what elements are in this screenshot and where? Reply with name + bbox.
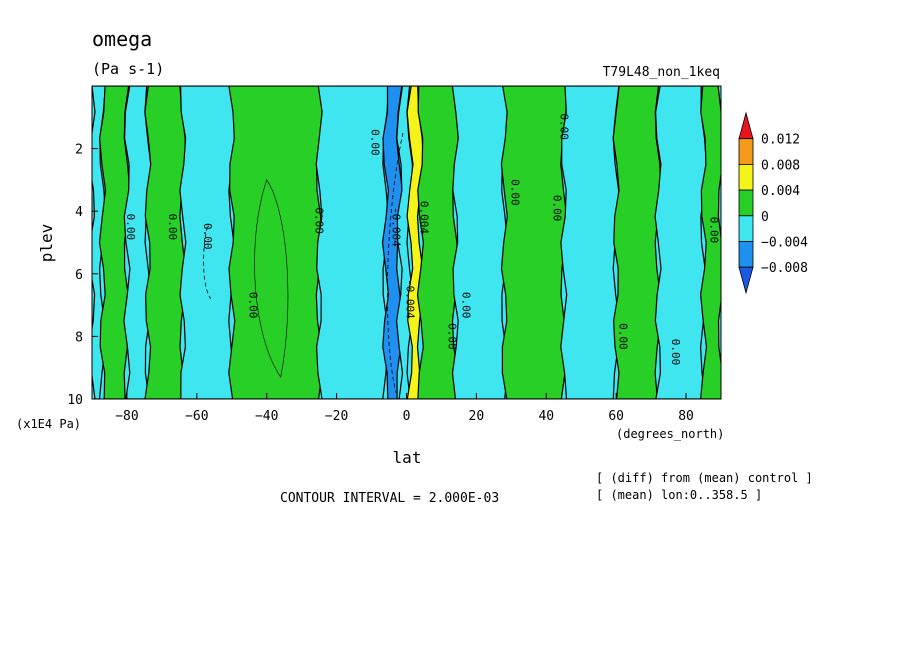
contour-band xyxy=(228,86,323,399)
contour-label: 0.00 xyxy=(617,323,630,350)
contour-label: 0.00 xyxy=(459,292,472,319)
contour-label: -0.004 xyxy=(404,279,417,319)
contour-band xyxy=(699,86,721,399)
contour-label: 0.00 xyxy=(369,129,382,156)
y-units-label: (x1E4 Pa) xyxy=(16,417,81,431)
contour-label: 0.00 xyxy=(708,217,721,244)
x-tick-label: 0 xyxy=(403,409,411,424)
x-units-label: (degrees_north) xyxy=(616,427,724,441)
run-label: T79L48_non_1keq xyxy=(603,65,720,80)
x-tick-label: 80 xyxy=(678,409,694,424)
colorbar-label: 0 xyxy=(761,210,769,225)
colorbar-label: 0.012 xyxy=(761,133,800,148)
contour-band xyxy=(612,86,662,399)
x-tick-label: 60 xyxy=(608,409,624,424)
y-axis-label: plev xyxy=(37,224,56,263)
contour-band xyxy=(144,86,187,399)
y-tick-label: 6 xyxy=(75,268,83,283)
colorbar-label: −0.004 xyxy=(761,236,808,251)
colorbar-swatch xyxy=(738,163,754,191)
x-tick-label: 20 xyxy=(469,409,485,424)
y-tick-label: 8 xyxy=(75,330,83,345)
colorbar: 0.012 0.008 0.004 0 −0.004 −0.008 xyxy=(738,111,808,295)
contour-label: 0.00 xyxy=(313,207,326,234)
x-tick-label: 40 xyxy=(538,409,554,424)
y-tick-label: 2 xyxy=(75,143,83,158)
colorbar-label: −0.008 xyxy=(761,261,808,276)
colorbar-swatch xyxy=(738,266,754,295)
x-tick-label: −40 xyxy=(255,409,278,424)
contour-label: 0.00 xyxy=(166,214,179,241)
contour-band xyxy=(98,86,131,399)
contour-label: 0.00 xyxy=(201,223,214,250)
contour-label: -0.004 xyxy=(390,207,403,247)
colorbar-swatch xyxy=(738,189,754,217)
colorbar-swatch xyxy=(738,111,754,140)
colorbar-label: 0.004 xyxy=(761,184,800,199)
contour-label: 0.00 xyxy=(445,323,458,350)
contour-label: 0.00 xyxy=(246,292,259,319)
contour-label: 0.004 xyxy=(417,201,430,234)
contour-band xyxy=(560,86,620,399)
contour-band xyxy=(451,86,508,399)
x-axis-label: lat xyxy=(393,448,422,467)
y-tick-label: 10 xyxy=(67,393,83,408)
contour-label: 0.00 xyxy=(508,179,521,206)
contour-band xyxy=(500,86,568,399)
colorbar-swatch xyxy=(738,241,754,268)
chart-units: (Pa s-1) xyxy=(92,60,164,78)
contour-band xyxy=(416,86,460,399)
contour-label: 0.00 xyxy=(669,339,682,366)
colorbar-swatch xyxy=(738,138,754,165)
note-mean: [ (mean) lon:0..358.5 ] xyxy=(596,488,762,502)
chart-title: omega xyxy=(92,27,152,51)
plot-area: 0.00 0.00 0.000.000.000.00-0.004-0.0040.00… xyxy=(92,86,721,399)
contour-label: 0.00 xyxy=(557,113,570,140)
contour-interval-text: CONTOUR INTERVAL = 2.000E-03 xyxy=(280,491,499,506)
colorbar-swatch xyxy=(738,215,754,242)
colorbar-label: 0.008 xyxy=(761,158,800,173)
x-tick-label: −60 xyxy=(185,409,208,424)
note-diff: [ (diff) from (mean) control ] xyxy=(596,471,813,485)
x-tick-label: −20 xyxy=(325,409,348,424)
y-tick-label: 4 xyxy=(75,205,83,220)
contour-label: 0.00 xyxy=(124,214,137,241)
contour-label: 0.00 xyxy=(550,195,563,222)
negative-contour xyxy=(203,226,212,300)
contour-band xyxy=(315,86,390,399)
inner-contour xyxy=(254,179,289,378)
x-tick-label: −80 xyxy=(115,409,138,424)
